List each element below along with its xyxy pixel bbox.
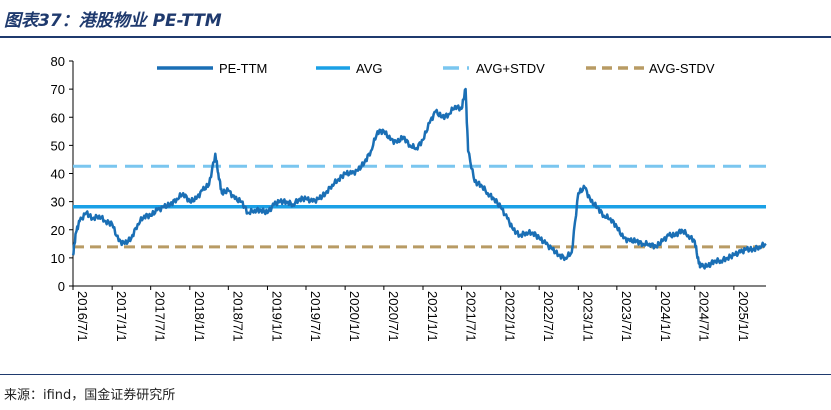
source-note: 来源：ifind，国金证券研究所	[4, 388, 176, 403]
y-tick-label: 50	[51, 138, 65, 153]
reference-lines	[73, 164, 766, 249]
x-tick-label: 2017/1/1	[114, 291, 129, 342]
x-tick-label: 2021/7/1	[464, 291, 479, 342]
x-tick-label: 2023/7/1	[619, 291, 634, 342]
x-tick-label: 2023/1/1	[580, 291, 595, 342]
y-tick-label: 70	[51, 82, 65, 97]
x-tick-label: 2025/1/1	[736, 291, 751, 342]
y-tick-label: 80	[51, 54, 65, 69]
y-axis: 0 10 20 30 40 50 60 70 80	[51, 54, 74, 294]
y-tick-label: 0	[58, 279, 65, 294]
y-tick-label: 60	[51, 110, 65, 125]
legend: PE-TTM AVG AVG+STDV AVG-STDV	[157, 61, 715, 76]
x-tick-label: 2017/7/1	[153, 291, 168, 342]
pe-ttm-series	[71, 87, 767, 270]
y-tick-label: 40	[51, 167, 65, 182]
x-tick-label: 2019/1/1	[269, 291, 284, 342]
x-tick-label: 2024/7/1	[697, 291, 712, 342]
y-tick-label: 20	[51, 223, 65, 238]
x-tick-label: 2019/7/1	[308, 291, 323, 342]
x-tick-label: 2022/7/1	[541, 291, 556, 342]
x-tick-label: 2020/7/1	[386, 291, 401, 342]
legend-label: PE-TTM	[219, 61, 267, 76]
legend-label: AVG	[356, 61, 383, 76]
legend-label: AVG-STDV	[649, 61, 715, 76]
pe-ttm-chart: 0 10 20 30 40 50 60 70 80 2016/7/1 2017/1/1 2017/7…	[51, 54, 767, 342]
legend-label: AVG+STDV	[476, 61, 545, 76]
title-bar: 图表37：港股物业 PE-TTM	[0, 0, 831, 38]
y-tick-label: 10	[51, 251, 65, 266]
y-tick-label: 30	[51, 195, 65, 210]
pe-ttm-line	[71, 87, 767, 270]
x-axis: 2016/7/1 2017/1/1 2017/7/1 2018/1/1 2018/7/1…	[72, 285, 766, 342]
x-tick-label: 2020/1/1	[347, 291, 362, 342]
x-tick-label: 2021/1/1	[425, 291, 440, 342]
source-divider	[0, 374, 831, 375]
chart-title: 图表37：港股物业 PE-TTM	[4, 11, 222, 31]
x-tick-label: 2024/1/1	[658, 291, 673, 342]
x-tick-label: 2018/1/1	[192, 291, 207, 342]
x-tick-label: 2022/1/1	[503, 291, 518, 342]
x-tick-label: 2018/7/1	[230, 291, 245, 342]
x-tick-label: 2016/7/1	[75, 291, 90, 342]
